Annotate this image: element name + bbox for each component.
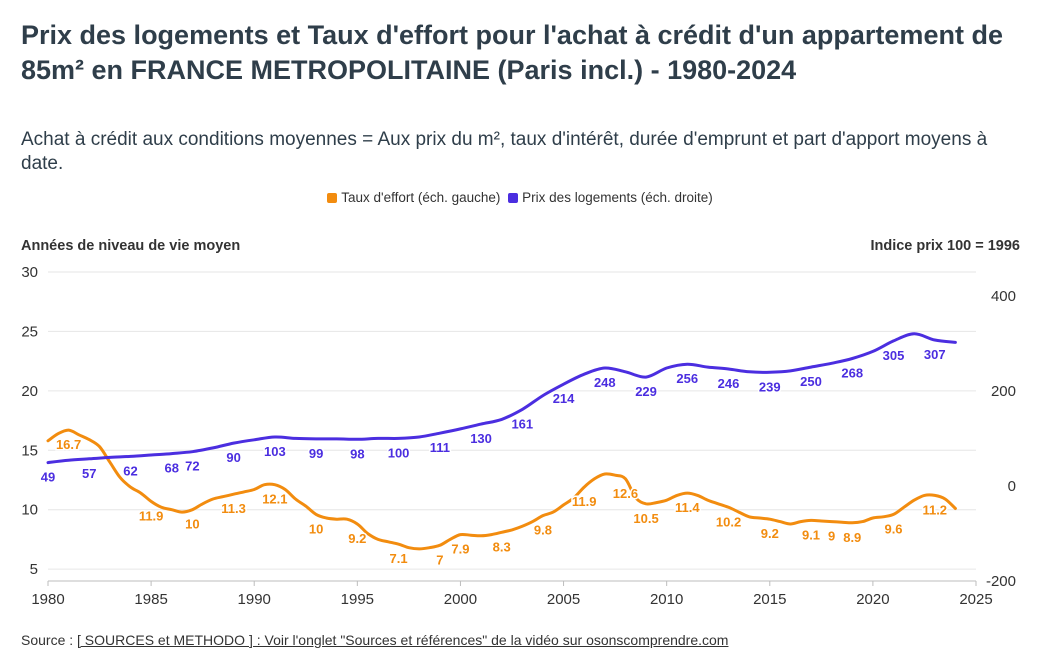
data-label-taux-effort: 9.2 — [761, 526, 779, 541]
data-label-taux-effort: 16.7 — [56, 437, 81, 452]
data-label-taux-effort: 8.9 — [843, 530, 861, 545]
legend-item-taux-effort[interactable]: Taux d'effort (éch. gauche) — [327, 190, 500, 205]
x-tick-label: 2015 — [753, 591, 786, 608]
data-label-prix-logements: 229 — [635, 384, 657, 399]
chart-subtitle: Achat à crédit aux conditions moyennes =… — [21, 129, 988, 174]
data-labels: 16.7 11.9 10 11.3 12.1 10 9.2 7.1 7 7.9 8.3 9.8 11.9… — [39, 345, 948, 568]
x-tick-label: 1985 — [134, 591, 167, 608]
y-left-tick-label: 10 — [21, 502, 38, 519]
data-label-taux-effort: 7 — [436, 552, 443, 567]
y-right-tick-label: 0 — [1008, 478, 1016, 495]
data-label-taux-effort: 10.2 — [716, 514, 741, 529]
legend: Taux d'effort (éch. gauche) Prix des log… — [0, 190, 1040, 206]
x-tick-label: 2000 — [444, 591, 477, 608]
data-label-prix-logements: 57 — [82, 466, 96, 481]
y-left-tick-label: 20 — [21, 383, 38, 400]
data-label-taux-effort: 7.1 — [390, 551, 408, 566]
chart-title: Prix des logements et Taux d'effort pour… — [21, 20, 1003, 85]
x-tick-label: 1980 — [31, 591, 64, 608]
y-axis-left: 5 10 15 20 25 30 — [21, 264, 38, 578]
y-axis-right: -200 0 200 400 — [986, 288, 1016, 590]
data-label-prix-logements: 250 — [800, 374, 822, 389]
data-label-prix-logements: 62 — [123, 463, 137, 478]
data-label-prix-logements: 214 — [553, 391, 575, 406]
data-label-taux-effort: 9.8 — [534, 523, 552, 538]
legend-swatch-taux-effort — [327, 192, 338, 203]
data-label-taux-effort: 8.3 — [493, 539, 511, 554]
y-left-tick-label: 15 — [21, 442, 38, 459]
data-label-taux-effort: 10.5 — [633, 511, 658, 526]
y-left-tick-label: 25 — [21, 323, 38, 340]
data-label-prix-logements: 90 — [226, 450, 240, 465]
y-left-tick-label: 30 — [21, 264, 38, 281]
data-label-taux-effort: 11.9 — [139, 508, 164, 523]
data-label-taux-effort: 11.4 — [675, 500, 700, 515]
legend-item-prix-logements[interactable]: Prix des logements (éch. droite) — [508, 190, 713, 205]
data-label-prix-logements: 307 — [924, 347, 946, 362]
data-label-taux-effort: 7.9 — [451, 542, 469, 557]
series-line-taux-effort — [46, 428, 957, 551]
data-label-taux-effort: 9.6 — [884, 521, 902, 536]
x-tick-label: 2020 — [856, 591, 889, 608]
data-label-taux-effort: 10 — [309, 521, 323, 536]
data-label-prix-logements: 246 — [718, 376, 740, 391]
data-label-prix-logements: 239 — [759, 379, 781, 394]
y-right-tick-label: -200 — [986, 573, 1016, 590]
data-label-prix-logements: 72 — [185, 459, 199, 474]
data-label-prix-logements: 130 — [470, 431, 492, 446]
x-tick-label: 2010 — [650, 591, 683, 608]
source-prefix: Source : — [21, 632, 78, 648]
data-label-prix-logements: 305 — [883, 348, 905, 363]
data-label-taux-effort: 11.2 — [922, 502, 947, 517]
data-label-prix-logements: 99 — [309, 446, 323, 461]
y-axis-right-title: Indice prix 100 = 1996 — [870, 238, 1020, 254]
data-label-taux-effort: 9 — [828, 529, 835, 544]
data-label-taux-effort: 9.2 — [348, 531, 366, 546]
data-label-prix-logements: 248 — [594, 375, 616, 390]
data-label-prix-logements: 68 — [164, 461, 178, 476]
x-tick-label: 1995 — [341, 591, 374, 608]
y-right-tick-label: 200 — [991, 383, 1016, 400]
legend-label-prix-logements: Prix des logements (éch. droite) — [522, 190, 713, 205]
x-tick-label: 2005 — [547, 591, 580, 608]
data-label-prix-logements: 100 — [388, 445, 410, 460]
x-tick-label: 1990 — [238, 591, 271, 608]
source-note: Source : [ SOURCES et METHODO ] : Voir l… — [21, 632, 728, 648]
data-label-taux-effort: 12.1 — [262, 492, 287, 507]
data-label-taux-effort: 11.9 — [572, 494, 597, 509]
series-lines — [46, 332, 957, 551]
data-label-prix-logements: 256 — [676, 371, 698, 386]
legend-swatch-prix-logements — [508, 192, 519, 203]
legend-label-taux-effort: Taux d'effort (éch. gauche) — [341, 190, 501, 205]
data-label-taux-effort: 9.1 — [802, 527, 820, 542]
data-label-taux-effort: 10 — [185, 517, 199, 532]
data-label-prix-logements: 49 — [41, 470, 55, 485]
source-link[interactable]: [ SOURCES et METHODO ] : Voir l'onglet "… — [77, 632, 729, 648]
data-label-prix-logements: 111 — [430, 440, 450, 455]
y-axis-left-title: Années de niveau de vie moyen — [21, 238, 241, 254]
y-left-tick-label: 5 — [30, 561, 38, 578]
x-tick-label: 2025 — [959, 591, 992, 608]
data-label-prix-logements: 98 — [350, 446, 364, 461]
y-right-tick-label: 400 — [991, 288, 1016, 305]
x-axis: 1980 1985 1990 1995 2000 2005 2010 2015 2020 2025 — [31, 580, 993, 608]
series-line-prix-logements — [46, 332, 957, 465]
data-label-prix-logements: 103 — [264, 444, 286, 459]
data-label-prix-logements: 161 — [511, 416, 533, 431]
data-label-prix-logements: 268 — [841, 366, 863, 381]
data-label-taux-effort: 11.3 — [221, 501, 246, 516]
data-label-taux-effort: 12.6 — [613, 486, 638, 501]
